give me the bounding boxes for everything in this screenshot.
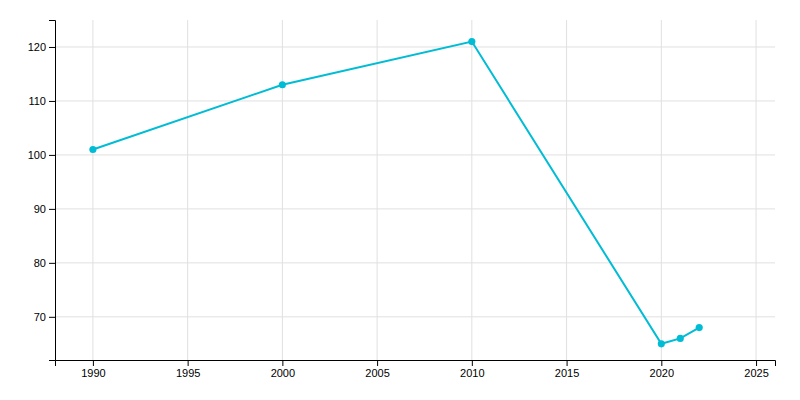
axis-line (56, 361, 776, 367)
marker (677, 335, 684, 342)
tick-label: 2010 (460, 367, 484, 379)
tick: 90 (34, 203, 55, 215)
tick-mark (93, 360, 94, 366)
tick-mark (49, 101, 55, 102)
tick-label: 70 (34, 311, 46, 323)
tick-label: 80 (34, 257, 46, 269)
grid-line (55, 316, 775, 317)
tick-label: 2020 (650, 367, 674, 379)
tick: 2015 (555, 360, 579, 379)
tick-mark (567, 360, 568, 366)
chart: 1990 1995 2000 2005 2010 2015 2020 2025 70 80 90 10… (0, 0, 800, 400)
tick-mark (49, 263, 55, 264)
tick: 110 (28, 95, 55, 107)
tick-label: 1990 (81, 367, 105, 379)
tick: 2005 (365, 360, 389, 379)
grid-line (92, 20, 93, 360)
grid-line (661, 20, 662, 360)
plot: 1990 1995 2000 2005 2010 2015 2020 2025 70 80 90 10… (28, 20, 776, 379)
grid-line (55, 262, 775, 263)
tick-mark (49, 47, 55, 48)
marker (279, 81, 286, 88)
grid-line (187, 20, 188, 360)
grid-line (756, 20, 757, 360)
tick-mark (756, 360, 757, 366)
grid-line (55, 208, 775, 209)
tick: 2010 (460, 360, 484, 379)
tick-mark (472, 360, 473, 366)
tick: 80 (34, 257, 55, 269)
tick: 2000 (271, 360, 295, 379)
tick-mark (49, 209, 55, 210)
grid-line (282, 20, 283, 360)
tick: 100 (28, 149, 55, 161)
tick-label: 2025 (744, 367, 768, 379)
y-axis: 70 80 90 100 110 120 (28, 21, 56, 361)
marker (658, 340, 665, 347)
grid-line (377, 20, 378, 360)
marker (89, 146, 96, 153)
tick: 120 (28, 41, 55, 53)
x-axis: 1990 1995 2000 2005 2010 2015 2020 2025 (56, 360, 776, 379)
tick-label: 120 (28, 41, 46, 53)
marker (696, 324, 703, 331)
line (93, 42, 699, 344)
tick-label: 2000 (271, 367, 295, 379)
tick-label: 2015 (555, 367, 579, 379)
grid-line (471, 20, 472, 360)
axis-line (49, 21, 56, 361)
tick-mark (661, 360, 662, 366)
grid (55, 20, 775, 360)
tick-mark (282, 360, 283, 366)
tick-mark (49, 317, 55, 318)
tick-mark (49, 155, 55, 156)
grid-line (55, 154, 775, 155)
tick: 2025 (744, 360, 768, 379)
tick-label: 100 (28, 149, 46, 161)
marker (468, 38, 475, 45)
tick-mark (188, 360, 189, 366)
series (89, 38, 702, 347)
tick: 2020 (650, 360, 674, 379)
tick: 70 (34, 311, 55, 323)
grid-line (55, 46, 775, 47)
grid-line (55, 100, 775, 101)
tick: 1990 (81, 360, 105, 379)
tick-mark (377, 360, 378, 366)
tick-label: 1995 (176, 367, 200, 379)
grid-line (566, 20, 567, 360)
tick: 1995 (176, 360, 200, 379)
tick-label: 2005 (365, 367, 389, 379)
tick-label: 110 (28, 95, 46, 107)
tick-label: 90 (34, 203, 46, 215)
